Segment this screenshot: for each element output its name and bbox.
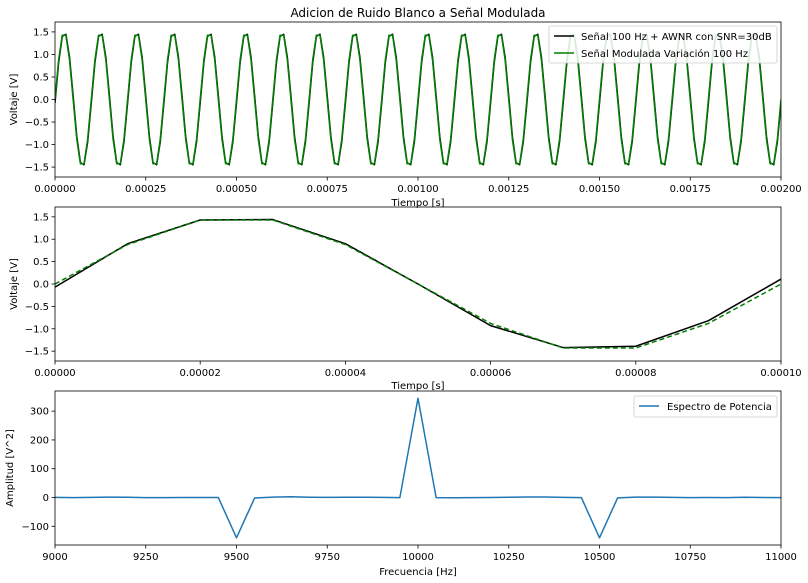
x-tick-label: 10000 (402, 552, 434, 563)
x-tick-label: 9750 (315, 552, 340, 563)
y-tick-label: −100 (22, 522, 49, 533)
x-axis-label: Frecuencia [Hz] (379, 567, 457, 578)
x-tick-label: 0.00000 (34, 368, 75, 379)
y-tick-label: 0 (43, 493, 49, 504)
x-tick-label: 0.00006 (470, 368, 511, 379)
x-tick-label: 0.00200 (760, 184, 801, 195)
series-line-0 (55, 397, 781, 539)
x-tick-label: 0.00010 (760, 368, 801, 379)
x-tick-label: 0.00175 (670, 184, 711, 195)
y-axis-label: Amplitud [V^2] (5, 429, 16, 507)
x-tick-label: 0.00025 (125, 184, 166, 195)
panel-top-signal: Adicion de Ruido Blanco a Señal Modulada… (9, 6, 802, 209)
x-tick-label: 9500 (224, 552, 249, 563)
y-axis-label: Voltaje [V] (9, 258, 20, 310)
y-tick-label: 1.0 (33, 235, 49, 246)
x-tick-label: 0.00050 (216, 184, 257, 195)
y-tick-label: 0.0 (33, 280, 49, 291)
y-tick-label: −0.5 (25, 118, 49, 129)
x-tick-label: 11000 (765, 552, 797, 563)
x-tick-label: 0.00150 (579, 184, 620, 195)
legend-box (633, 395, 778, 418)
y-tick-label: 300 (30, 407, 49, 418)
legend-label-noisy: Señal 100 Hz + AWNR con SNR=30dB (581, 32, 772, 43)
y-tick-label: −1.5 (25, 347, 49, 358)
y-tick-label: −1.0 (25, 140, 49, 151)
y-tick-label: 1.5 (33, 212, 49, 223)
series-line-1 (55, 34, 781, 165)
panel-middle-zoom: 0.00000 0.00002 0.00004 0.00006 0.00008 0.000… (9, 206, 802, 392)
legend-label-modulated: Señal Modulada Variación 100 Hz (581, 48, 748, 60)
x-tick-label: 0.00004 (325, 368, 366, 379)
y-tick-label: 1.0 (33, 50, 49, 61)
legend-box (548, 25, 778, 64)
x-tick-label: 0.00000 (34, 184, 75, 195)
x-tick-label: 10500 (584, 552, 616, 563)
legend-label-spectrum: Espectro de Potencia (667, 402, 772, 413)
x-tick-label: 9250 (133, 552, 158, 563)
x-tick-label: 0.00008 (615, 368, 656, 379)
y-tick-label: 0.5 (33, 72, 49, 83)
x-tick-label: 0.00100 (397, 184, 438, 195)
y-tick-label: −0.5 (25, 302, 49, 313)
y-tick-label: 200 (30, 435, 49, 446)
panel-bottom-spectrum: 9000 9250 9500 9750 10000 10250 10500 10750 1100… (5, 390, 797, 578)
x-tick-label: 0.00075 (307, 184, 348, 195)
series-line-1 (55, 219, 781, 349)
y-axis-label: Voltaje [V] (9, 74, 20, 126)
x-axis-label: Tiempo [s] (390, 198, 444, 209)
y-tick-label: 0.0 (33, 95, 49, 106)
x-tick-label: 0.00002 (180, 368, 221, 379)
y-tick-label: 100 (30, 464, 49, 475)
chart-title: Adicion de Ruido Blanco a Señal Modulada (290, 6, 545, 20)
y-tick-label: −1.5 (25, 163, 49, 174)
x-tick-label: 0.00125 (488, 184, 529, 195)
x-axis-label: Tiempo [s] (390, 381, 444, 392)
series-line-0 (55, 218, 781, 349)
x-tick-label: 9000 (42, 552, 67, 563)
x-tick-label: 10750 (674, 552, 706, 563)
y-tick-label: 0.5 (33, 257, 49, 268)
legend: Señal 100 Hz + AWNR con SNR=30dB Señal M… (548, 25, 778, 64)
legend: Espectro de Potencia (633, 395, 778, 418)
y-tick-label: −1.0 (25, 324, 49, 335)
y-tick-label: 1.5 (33, 27, 49, 38)
x-tick-label: 10250 (493, 552, 525, 563)
